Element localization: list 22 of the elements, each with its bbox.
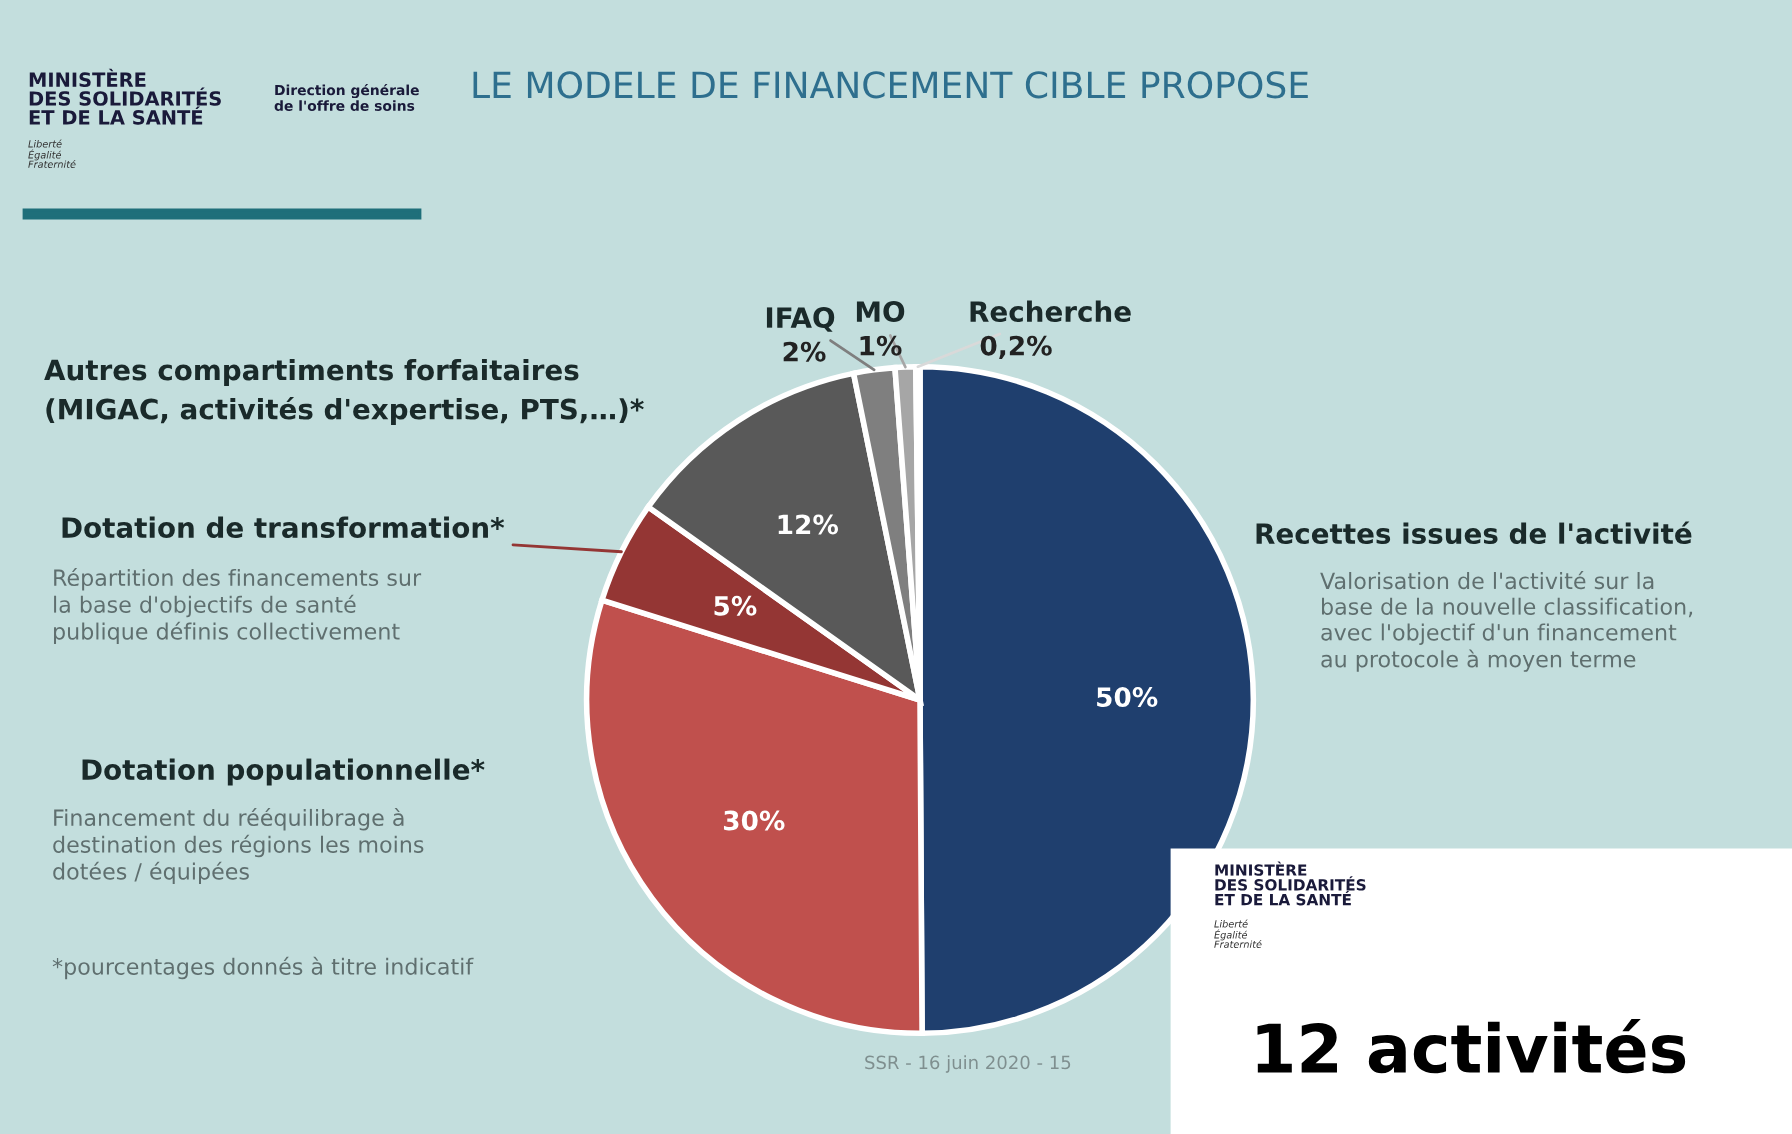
slice-label: Recettes issues de l'activité [1256, 521, 1692, 545]
text: 12 activités [1257, 1019, 1686, 1074]
slice-label: Dotation de transformation* [62, 516, 505, 539]
slice-label: MO [856, 301, 905, 323]
data-label: 50% [1097, 687, 1158, 708]
text: Valorisation de l'activité sur la base de la nouvelle classification, avec l'objectif d'un financement au protocole à moyen terme [1320, 571, 1693, 672]
text: Financement du rééquilibrage à destination des régions les moins dotées / équipées [53, 808, 424, 885]
slice-label: Autres compartiments forfaitaires (MIGAC, activités d'expertise, PTS,…)* [44, 359, 644, 425]
data-label: 1% [860, 335, 902, 356]
text: SSR - 16 juin 2020 - 15 [865, 1055, 1071, 1073]
slice-label: IFAQ [766, 307, 835, 332]
chart-title: LE MODELE DE FINANCEMENT CIBLE PROPOSE [473, 71, 1308, 99]
data-label: 30% [723, 810, 785, 831]
data-label: 12% [778, 514, 839, 535]
text: MINISTÈRE DES SOLIDARITÉS ET DE LA SANTÉ [29, 68, 221, 125]
data-label: 0,2% [980, 335, 1052, 360]
text: *pourcentages donnés à titre indicatif [52, 956, 474, 980]
text: Répartition des financements sur la base d'objectifs de santé publique définis collectivement [54, 568, 422, 645]
data-label: 5% [714, 595, 757, 616]
slice-label: Recherche [970, 300, 1131, 323]
data-label: 2% [783, 341, 826, 362]
slice-label: Dotation populationnelle* [82, 758, 485, 786]
